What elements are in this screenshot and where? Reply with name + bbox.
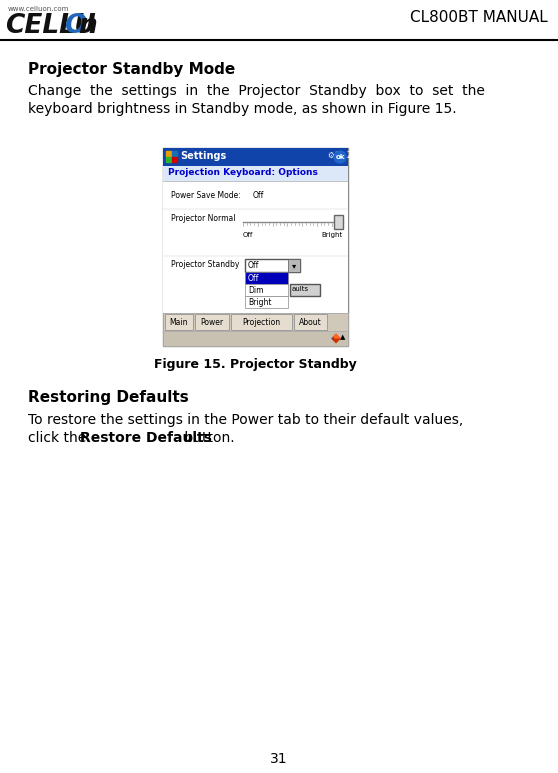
Text: keyboard brightness in Standby mode, as shown in Figure 15.: keyboard brightness in Standby mode, as …	[28, 102, 456, 116]
Bar	[172, 151, 177, 156]
Bar	[166, 157, 171, 162]
Text: Main: Main	[170, 318, 188, 327]
Text: 31: 31	[270, 752, 288, 766]
Bar	[163, 148, 348, 346]
Text: Projector Standby: Projector Standby	[171, 260, 239, 269]
Text: n: n	[78, 13, 97, 39]
Bar	[165, 314, 193, 330]
Bar	[288, 259, 300, 272]
Bar	[195, 314, 228, 330]
Text: Settings: Settings	[180, 151, 226, 161]
Bar	[230, 314, 291, 330]
Text: ok: ok	[335, 154, 345, 160]
Text: Off: Off	[243, 232, 253, 238]
Text: Projection: Projection	[242, 318, 280, 327]
Bar	[334, 215, 343, 229]
Text: Figure 15. Projector Standby: Figure 15. Projector Standby	[153, 358, 357, 371]
Bar	[166, 151, 171, 156]
Bar	[163, 331, 348, 346]
Circle shape	[334, 151, 346, 163]
Text: ⚙’ ♪ 2:29: ⚙’ ♪ 2:29	[328, 151, 364, 160]
Bar	[245, 296, 288, 308]
Polygon shape	[331, 333, 341, 343]
Text: Off: Off	[253, 191, 264, 200]
Polygon shape	[332, 336, 334, 340]
Text: button.: button.	[180, 431, 234, 445]
Text: To restore the settings in the Power tab to their default values,: To restore the settings in the Power tab…	[28, 413, 463, 427]
Text: Off: Off	[248, 274, 259, 283]
Bar	[294, 314, 327, 330]
Text: ▾: ▾	[292, 261, 296, 270]
Text: Bright: Bright	[322, 232, 343, 238]
Bar	[245, 284, 288, 296]
Text: Restoring Defaults: Restoring Defaults	[28, 390, 189, 405]
Text: www.celluon.com: www.celluon.com	[8, 6, 69, 12]
Text: Projector Standby Mode: Projector Standby Mode	[28, 62, 235, 77]
Text: click the: click the	[28, 431, 90, 445]
Text: Projection Keyboard: Options: Projection Keyboard: Options	[168, 168, 318, 177]
Bar	[163, 181, 348, 313]
Text: Off: Off	[248, 261, 259, 270]
Text: Change  the  settings  in  the  Projector  Standby  box  to  set  the: Change the settings in the Projector Sta…	[28, 84, 485, 98]
Text: ▲: ▲	[340, 334, 345, 340]
Text: Bright: Bright	[248, 298, 272, 307]
Text: CL800BT MANUAL: CL800BT MANUAL	[410, 10, 548, 25]
Text: Power: Power	[200, 318, 223, 327]
Text: Restore Defaults: Restore Defaults	[80, 431, 212, 445]
Bar	[163, 148, 348, 166]
Text: Dim: Dim	[248, 286, 263, 295]
Text: Power Save Mode:: Power Save Mode:	[171, 191, 240, 200]
Text: O: O	[64, 13, 86, 39]
Polygon shape	[331, 333, 341, 339]
Text: About: About	[299, 318, 321, 327]
Bar	[163, 313, 348, 331]
Bar	[245, 259, 300, 272]
Bar	[245, 272, 288, 284]
Text: CELLU: CELLU	[5, 13, 96, 39]
Bar	[290, 284, 320, 296]
Text: aults: aults	[292, 286, 309, 292]
Bar	[172, 157, 177, 162]
Text: Projector Normal: Projector Normal	[171, 214, 235, 223]
Bar	[163, 166, 348, 181]
